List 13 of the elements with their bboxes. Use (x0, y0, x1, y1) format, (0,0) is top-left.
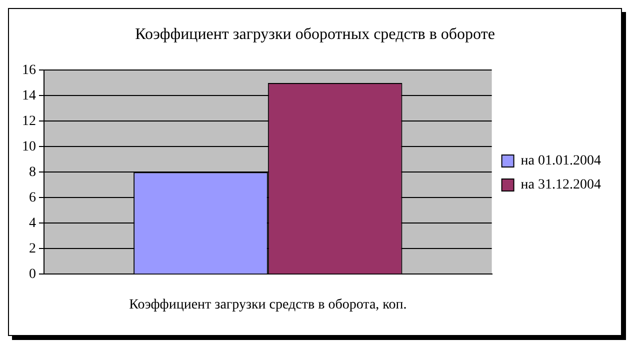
y-tick-label: 16 (22, 62, 36, 78)
y-tick-label: 0 (29, 266, 36, 282)
y-tick-label: 2 (29, 241, 36, 256)
y-tick-label: 10 (22, 139, 36, 154)
legend-label: на 01.01.2004 (520, 154, 602, 169)
y-tick-label: 14 (22, 88, 36, 104)
chart-title: Коэффициент загрузки оборотных средств в обороте (135, 26, 495, 43)
y-tick-label: 12 (22, 114, 36, 129)
y-tick-label: 4 (29, 216, 36, 231)
y-tick-label: 8 (29, 164, 36, 180)
legend-label: на 31.12.2004 (520, 178, 602, 193)
x-tick-label: Коэффициент загрузки средств в оборота, коп. (129, 297, 407, 312)
y-tick-label: 6 (29, 190, 36, 206)
